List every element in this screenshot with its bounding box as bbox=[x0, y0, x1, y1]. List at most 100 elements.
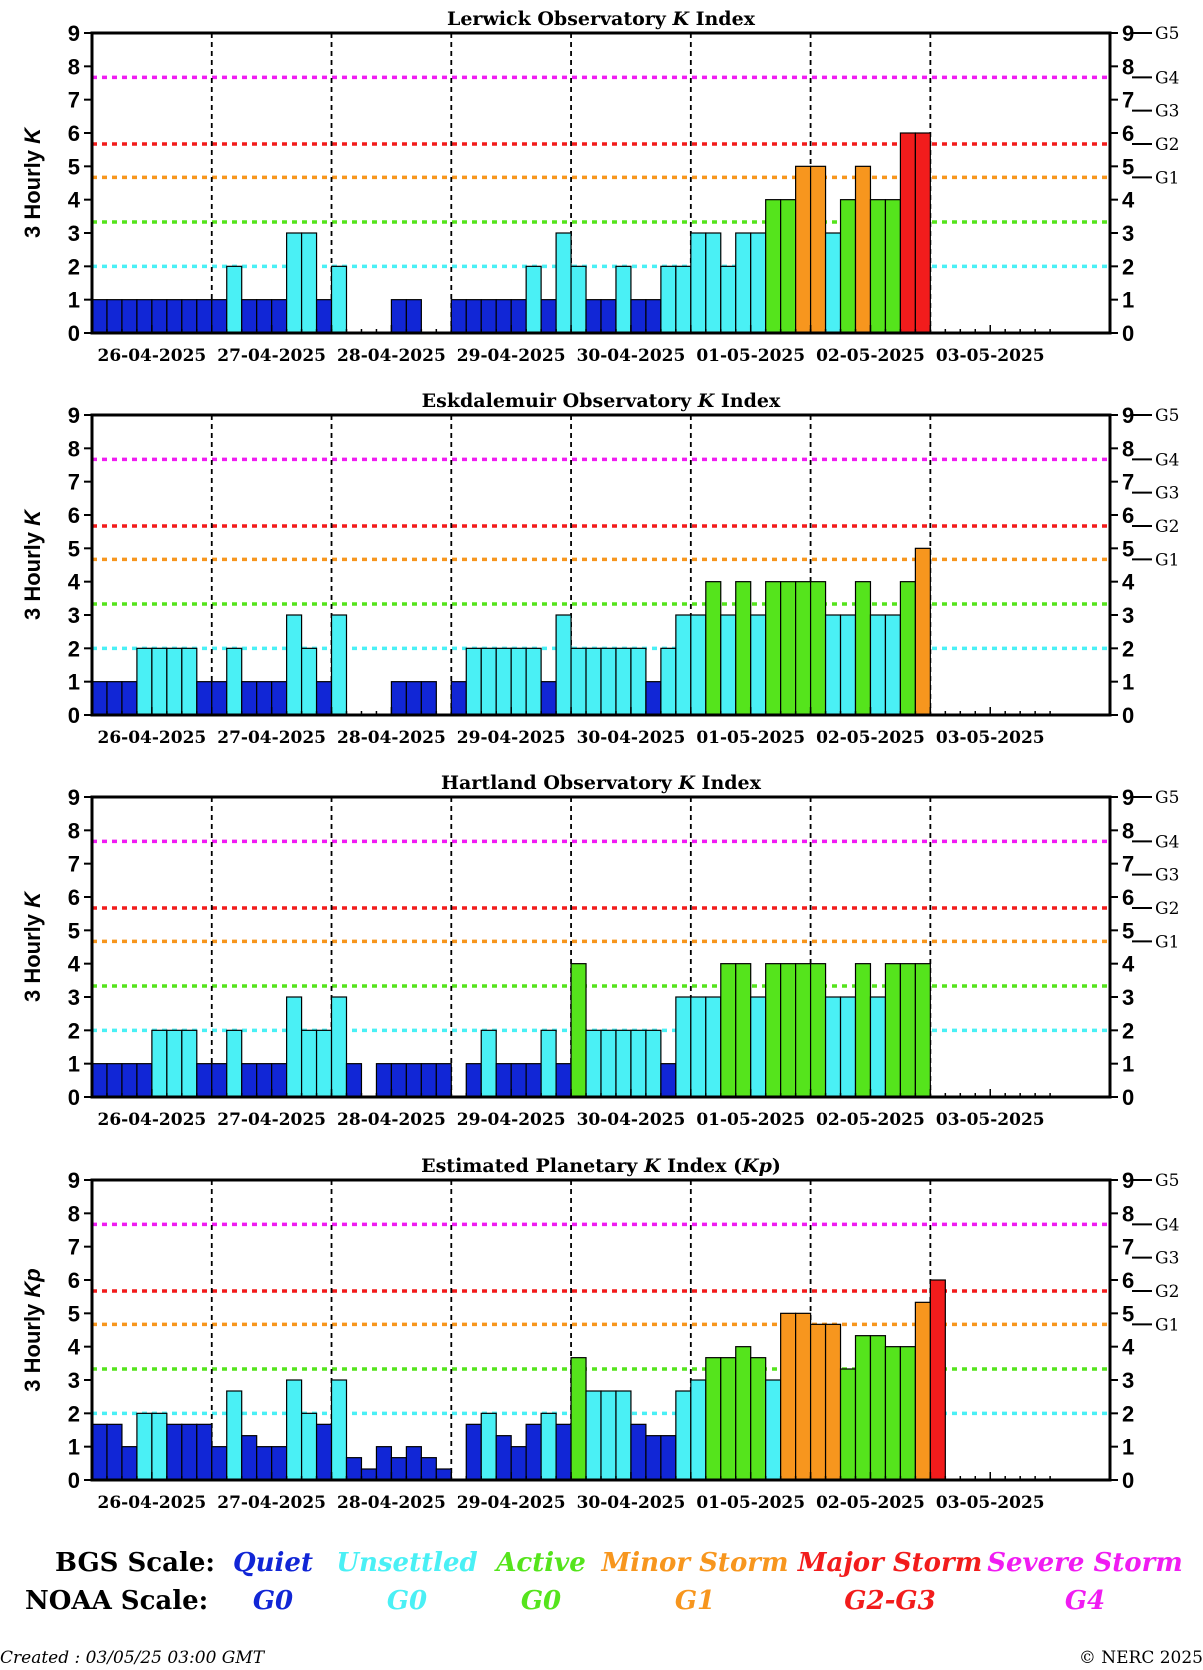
right-tick-label: 0 bbox=[1122, 321, 1134, 346]
bar bbox=[390, 1063, 407, 1098]
y-tick-label: 6 bbox=[68, 503, 80, 528]
bar bbox=[839, 1368, 857, 1481]
y-axis-label: 3 Hourly K bbox=[20, 126, 45, 238]
right-tick-label: 6 bbox=[1122, 503, 1134, 528]
y-tick-label: 8 bbox=[68, 436, 80, 461]
bar bbox=[720, 1357, 737, 1481]
created-timestamp: Created : 03/05/25 03:00 GMT bbox=[0, 1648, 265, 1668]
bar bbox=[884, 963, 902, 1098]
bar bbox=[615, 1390, 632, 1481]
bar bbox=[91, 1423, 108, 1481]
noaa-scale-label: NOAA Scale: bbox=[25, 1586, 209, 1616]
bar bbox=[300, 647, 318, 716]
bar bbox=[720, 614, 737, 716]
bar bbox=[660, 1063, 677, 1098]
x-tick-label: 26-04-2025 bbox=[98, 1493, 207, 1513]
bgs-scale-row: BGS Scale: Quiet Unsettled Active Minor … bbox=[0, 1548, 1203, 1588]
legend-quiet: Quiet bbox=[233, 1548, 313, 1578]
bar bbox=[420, 1457, 437, 1481]
bar bbox=[795, 963, 812, 1098]
bar bbox=[540, 299, 557, 334]
legend-major-storm: Major Storm bbox=[797, 1548, 983, 1578]
bar bbox=[660, 265, 677, 334]
bar bbox=[330, 996, 348, 1098]
bar bbox=[899, 1346, 916, 1481]
bar bbox=[166, 299, 183, 334]
right-tick-label: 2 bbox=[1122, 636, 1134, 661]
bar bbox=[271, 299, 288, 334]
bar bbox=[211, 681, 228, 716]
g-level-label: G5 bbox=[1155, 406, 1179, 426]
right-tick-label: 8 bbox=[1122, 818, 1134, 843]
bar bbox=[795, 581, 812, 716]
y-tick-label: 6 bbox=[68, 1268, 80, 1293]
chart-panel-2: Eskdalemuir Observatory K Index 3 Hourly … bbox=[20, 390, 1179, 748]
bar bbox=[375, 1063, 393, 1098]
x-tick-label: 30-04-2025 bbox=[577, 346, 686, 366]
bar bbox=[914, 963, 931, 1098]
bar bbox=[630, 647, 647, 716]
bar bbox=[450, 299, 467, 334]
bar bbox=[510, 647, 527, 716]
y-tick-label: 9 bbox=[68, 21, 80, 46]
right-tick-label: 8 bbox=[1122, 1201, 1134, 1226]
bar bbox=[106, 1423, 123, 1481]
bar bbox=[884, 1346, 902, 1481]
bar bbox=[106, 299, 123, 334]
y-tick-label: 5 bbox=[68, 918, 80, 943]
noaa-scale-row: NOAA Scale: G0 G0 G0 G1 G2-G3 G4 bbox=[0, 1586, 1203, 1626]
bar bbox=[615, 647, 632, 716]
x-tick-label: 26-04-2025 bbox=[98, 346, 207, 366]
bar bbox=[211, 1446, 228, 1481]
g-level-label: G1 bbox=[1155, 550, 1179, 570]
bar bbox=[914, 547, 931, 716]
bar bbox=[585, 299, 602, 334]
bar bbox=[166, 647, 183, 716]
g-level-label: G1 bbox=[1155, 932, 1179, 952]
y-axis-label: 3 Hourly K bbox=[20, 890, 45, 1002]
noaa-severe: G4 bbox=[1064, 1586, 1106, 1616]
y-tick-label: 4 bbox=[68, 1335, 81, 1360]
bar bbox=[345, 1457, 363, 1481]
bar bbox=[555, 1423, 572, 1481]
right-tick-label: 4 bbox=[1122, 1335, 1135, 1360]
bar bbox=[256, 681, 273, 716]
right-tick-label: 9 bbox=[1122, 403, 1134, 428]
bar bbox=[809, 963, 827, 1098]
x-tick-label: 01-05-2025 bbox=[696, 1493, 805, 1513]
bar bbox=[495, 1063, 512, 1098]
bar bbox=[660, 1435, 677, 1481]
right-tick-label: 6 bbox=[1122, 1268, 1134, 1293]
g-level-label: G5 bbox=[1155, 788, 1179, 808]
x-tick-label: 03-05-2025 bbox=[936, 1110, 1045, 1130]
y-tick-label: 0 bbox=[68, 321, 80, 346]
bar bbox=[315, 1423, 333, 1481]
bar bbox=[256, 299, 273, 334]
g-level-label: G4 bbox=[1155, 1215, 1179, 1235]
right-tick-label: 6 bbox=[1122, 121, 1134, 146]
copyright: © NERC 2025 bbox=[1078, 1648, 1203, 1668]
right-tick-label: 9 bbox=[1122, 1168, 1134, 1193]
bar bbox=[824, 614, 842, 716]
bar bbox=[765, 581, 782, 716]
bar bbox=[121, 299, 138, 334]
bar bbox=[226, 1390, 243, 1481]
bar bbox=[780, 199, 797, 334]
bar bbox=[465, 299, 482, 334]
y-tick-label: 0 bbox=[68, 1468, 80, 1493]
bar bbox=[525, 1423, 542, 1481]
bar bbox=[630, 1423, 647, 1481]
bar bbox=[869, 199, 887, 334]
chart-title: Estimated Planetary K Index (Kp) bbox=[421, 1155, 781, 1177]
bar bbox=[735, 1346, 752, 1481]
bar bbox=[151, 647, 168, 716]
bar bbox=[555, 614, 572, 716]
right-tick-label: 9 bbox=[1122, 21, 1134, 46]
y-tick-label: 9 bbox=[68, 1168, 80, 1193]
bar bbox=[899, 963, 916, 1098]
y-tick-label: 9 bbox=[68, 403, 80, 428]
bar bbox=[765, 1379, 782, 1481]
right-tick-label: 4 bbox=[1122, 952, 1135, 977]
legend-severe-storm: Severe Storm bbox=[987, 1548, 1183, 1578]
